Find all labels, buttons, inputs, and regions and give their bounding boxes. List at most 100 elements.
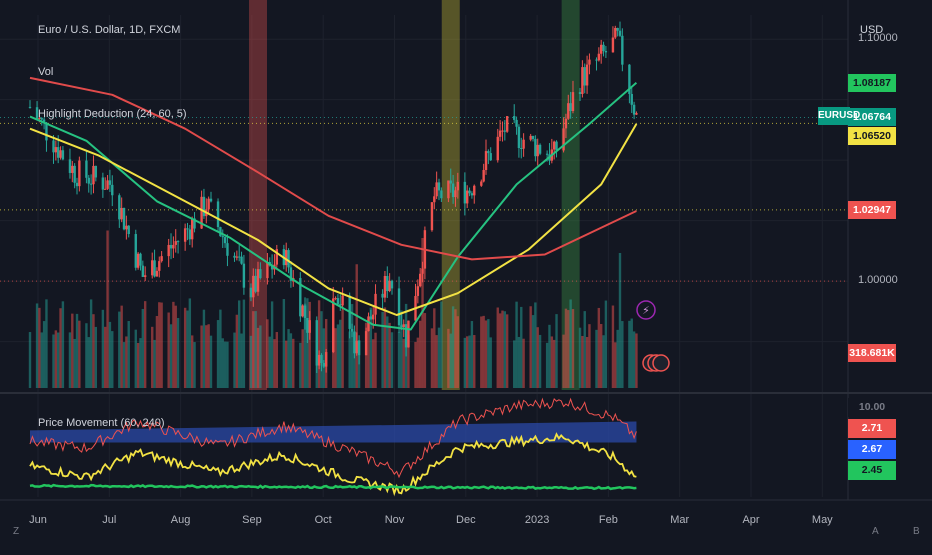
volume-bar [513,340,516,388]
volume-bar [383,307,387,388]
sub-legend[interactable]: Price Movement (60, 240) [38,417,165,429]
candle-body [374,293,377,315]
volume-bar [440,301,443,388]
candle-body [118,195,121,220]
volume-bar [289,333,293,388]
volume-bar [134,329,137,388]
volume-bar [87,337,90,388]
volume-bar [190,335,194,388]
candle-body [498,130,502,137]
volume-bar [371,339,375,388]
candle-body [487,151,490,154]
candle-body [538,144,542,154]
volume-bar [223,341,227,388]
volume-bar [534,302,537,388]
candle-body [435,182,438,197]
candle-body [571,92,575,112]
main-legend[interactable]: Euro / U.S. Dollar, 1D, FXCM [38,24,181,36]
volume-bar [301,329,304,388]
volume-bar [515,301,518,388]
candle-body [404,324,408,348]
volume-bar [498,313,502,388]
volume-bar [468,335,471,388]
candle-body [193,218,196,229]
candle-body [125,225,128,230]
candle-body [357,340,361,356]
candle-body [235,256,239,258]
volume-bar [581,335,584,388]
volume-bar [205,325,208,388]
candle-body [564,118,568,129]
candle-body [522,139,525,149]
moving-average-line [29,123,638,316]
volume-bar [28,332,32,388]
candle-body [68,159,72,173]
volume-bar [407,334,410,388]
candle-body [38,118,41,120]
volume-legend[interactable]: Vol [38,66,54,78]
volume-bar [505,314,509,388]
candle-body [604,51,608,53]
grid-lines [0,15,848,497]
volume-bar [266,319,269,388]
candle-body [221,236,224,238]
volume-bar [562,334,565,388]
volume-bar [416,337,420,388]
candle-body [635,113,638,115]
candle-body [466,190,469,204]
volume-bar [339,319,342,388]
candle-body [513,116,516,120]
candle-body [306,318,309,333]
volume-bar [447,328,450,388]
auto-scale-button[interactable]: A [872,526,879,537]
zoom-button[interactable]: Z [13,526,20,537]
volume-bar [501,310,504,388]
volume-bar [306,298,309,388]
candle-body [332,298,335,353]
volume-bar [111,331,114,388]
volume-bar [299,342,302,388]
candle-body [602,44,605,52]
volume-bar [602,335,605,388]
volume-bar [94,326,98,388]
indicator-legend[interactable]: Highlight Deduction (24, 60, 5) [38,108,187,120]
symbol-tag[interactable]: EURUSD [818,107,860,125]
volume-bar [216,320,220,388]
volume-bar [89,299,93,388]
volume-bar [42,321,46,388]
volume-bar [374,332,377,388]
candle-body [407,320,410,348]
candle-body [101,177,105,190]
volume-bar [552,339,556,388]
price-axis-label: 1.10000 [858,32,898,45]
volume-bar [73,338,76,388]
volume-bar [367,320,370,388]
candle-body [216,201,220,228]
time-axis-label: May [812,514,833,526]
candle-body [200,196,203,229]
volume-bar [423,313,427,388]
settings-button[interactable]: B [913,526,920,537]
candle-body [188,229,192,240]
volume-bar [174,305,177,388]
candle-body [440,190,443,199]
candle-body [42,119,46,123]
candle-body [106,180,109,189]
volume-bar [193,342,196,388]
candle-body [433,196,436,203]
volume-bar [433,308,436,388]
volume-bar [207,324,210,388]
volume-bar [78,320,81,388]
candle-body [209,198,213,202]
candle-body [45,122,48,141]
candle-body [402,324,405,328]
candle-body [388,280,391,292]
candle-body [447,180,450,199]
flag-event-icon [652,354,670,372]
candle-body [585,64,589,86]
candle-body [630,93,633,105]
candle-body [143,275,147,277]
candle-body [416,286,420,296]
volume-bar [466,336,469,388]
